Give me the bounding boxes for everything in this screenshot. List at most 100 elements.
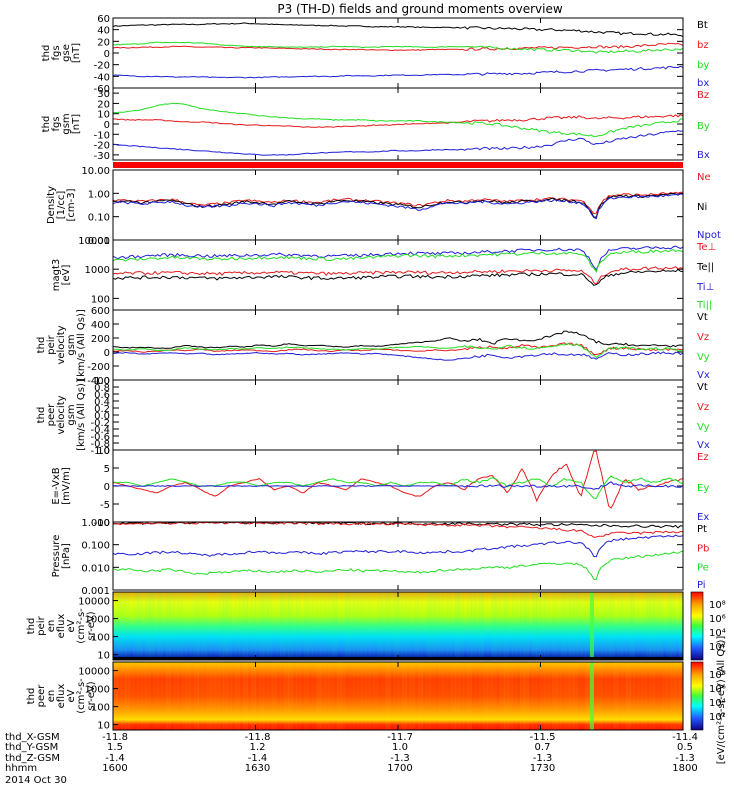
spectrogram-image <box>113 592 683 660</box>
ytick-label: 1.000 <box>81 518 110 529</box>
spectrogram-column <box>410 592 415 660</box>
spectrogram-column <box>161 662 167 730</box>
spectrogram-column <box>670 662 676 730</box>
spectrogram-column <box>512 592 517 660</box>
ytick-label: 0.0 <box>94 411 110 422</box>
spectrogram-column <box>540 592 546 660</box>
spectrogram-column <box>536 662 541 730</box>
legend-entry: Te|| <box>696 262 714 273</box>
spectrogram-column <box>532 662 537 730</box>
xaxis-tick-label: -1.3 <box>390 753 410 764</box>
colorbar-tick-label: 10² <box>709 642 726 653</box>
spectrogram-column <box>113 662 118 730</box>
spectrogram-column <box>385 662 391 730</box>
spectrogram-column <box>227 662 232 730</box>
ylabel-line: peer <box>36 684 47 708</box>
spectrogram-column <box>336 592 342 660</box>
spectrogram-column <box>528 662 533 730</box>
ylabel-line: eflux <box>56 684 67 709</box>
spectrogram-column <box>361 662 366 730</box>
xaxis-tick-label: -11.5 <box>530 732 556 743</box>
ylabel-line: velocity <box>56 325 67 364</box>
legend-entry: Pb <box>697 543 709 554</box>
spectrogram-column <box>552 592 558 660</box>
xaxis-tick-label: -1.3 <box>675 753 695 764</box>
colorbar-tick-label: 10⁶ <box>709 684 726 695</box>
spectrogram-column <box>324 592 330 660</box>
ytick-label: 10000 <box>78 597 110 608</box>
spectrogram-column <box>235 592 240 660</box>
spectrogram-column <box>284 592 289 660</box>
ytick-label: 0.001 <box>81 586 110 597</box>
series-line-Bz <box>112 114 684 128</box>
spectrogram-column <box>275 592 281 660</box>
spectrogram-column <box>638 592 643 660</box>
spectrogram-column <box>569 662 574 730</box>
spectrogram-column <box>324 662 330 730</box>
xaxis-tick-label: -1.4 <box>248 753 268 764</box>
spectrogram-column <box>402 662 407 730</box>
spectrogram-column <box>617 662 623 730</box>
spectrogram-column <box>414 592 419 660</box>
xaxis-tick-label: -11.8 <box>245 732 271 743</box>
spectrogram-column <box>165 592 171 660</box>
spectrogram-column <box>654 592 660 660</box>
spectrogram-column <box>137 592 142 660</box>
ylabel-line: peir <box>36 615 47 635</box>
ytick-label: -10 <box>94 130 110 141</box>
series-line-Ey <box>112 475 684 499</box>
spectrogram-column <box>231 662 236 730</box>
ylabel-line: velocity <box>56 395 67 434</box>
ytick-label: 10000 <box>78 236 110 247</box>
xaxis-row-label: thd_X-GSM <box>5 732 60 743</box>
spectrogram-column <box>393 662 399 730</box>
spectrogram-column <box>320 662 326 730</box>
spectrogram-column <box>121 592 126 660</box>
spectrogram-column <box>365 592 370 660</box>
legend-entry: Bz <box>697 90 709 101</box>
spectrogram-column <box>674 592 680 660</box>
spectrogram-column <box>422 662 427 730</box>
ylabel-line: sr-eV) <box>86 681 97 710</box>
spectrogram-column <box>222 662 228 730</box>
spectrogram-column <box>455 662 460 730</box>
xaxis-row-label: thd_Z-GSM <box>5 753 60 764</box>
ytick-label: 0 <box>104 482 110 493</box>
series-line-Vy <box>112 343 684 359</box>
ytick-label: 0.8 <box>94 383 110 394</box>
ylabel-line: thd <box>36 407 47 424</box>
spectrogram-column <box>353 592 358 660</box>
spectrogram-column <box>141 592 147 660</box>
spectrogram-column <box>662 592 668 660</box>
spectrogram-column <box>638 662 643 730</box>
spectrogram-column <box>129 662 134 730</box>
spectrogram-column <box>438 662 444 730</box>
spectrogram-column <box>113 592 118 660</box>
spectrogram-column <box>210 592 216 660</box>
legend-entry: Ti|| <box>696 300 712 311</box>
ylabel-line: peir <box>46 334 57 354</box>
colorbar-tick-label: 10⁴ <box>709 698 726 709</box>
spectrogram-column <box>117 662 122 730</box>
ylabel-line: sr-eV) <box>86 611 97 640</box>
spectrogram-column <box>479 592 484 660</box>
spectrogram-column <box>341 592 346 660</box>
spectrogram-column <box>369 592 375 660</box>
xaxis-tick-label: -11.8 <box>102 732 128 743</box>
spectrogram-column <box>308 592 313 660</box>
series-line-by <box>112 41 684 54</box>
spectrogram-column <box>182 662 187 730</box>
spectrogram-column <box>455 592 460 660</box>
colorbar-tick-label: 10⁸ <box>709 600 726 611</box>
panel-peer-velocity: 1.00.80.60.40.20.0-0.2-0.4-0.6-0.8-1.0 Vt… <box>36 376 710 457</box>
spectrogram-column <box>247 662 252 730</box>
spectrogram-spike <box>590 592 594 660</box>
ytick-label: 1.0 <box>94 376 110 387</box>
spectrogram-column <box>251 662 256 730</box>
spectrogram-column <box>385 592 391 660</box>
spectrogram-column <box>556 662 562 730</box>
spectrogram-column <box>288 662 293 730</box>
figure-title: P3 (TH-D) fields and ground moments over… <box>277 2 562 16</box>
spectrogram-column <box>650 662 655 730</box>
spectrogram-column <box>617 592 623 660</box>
